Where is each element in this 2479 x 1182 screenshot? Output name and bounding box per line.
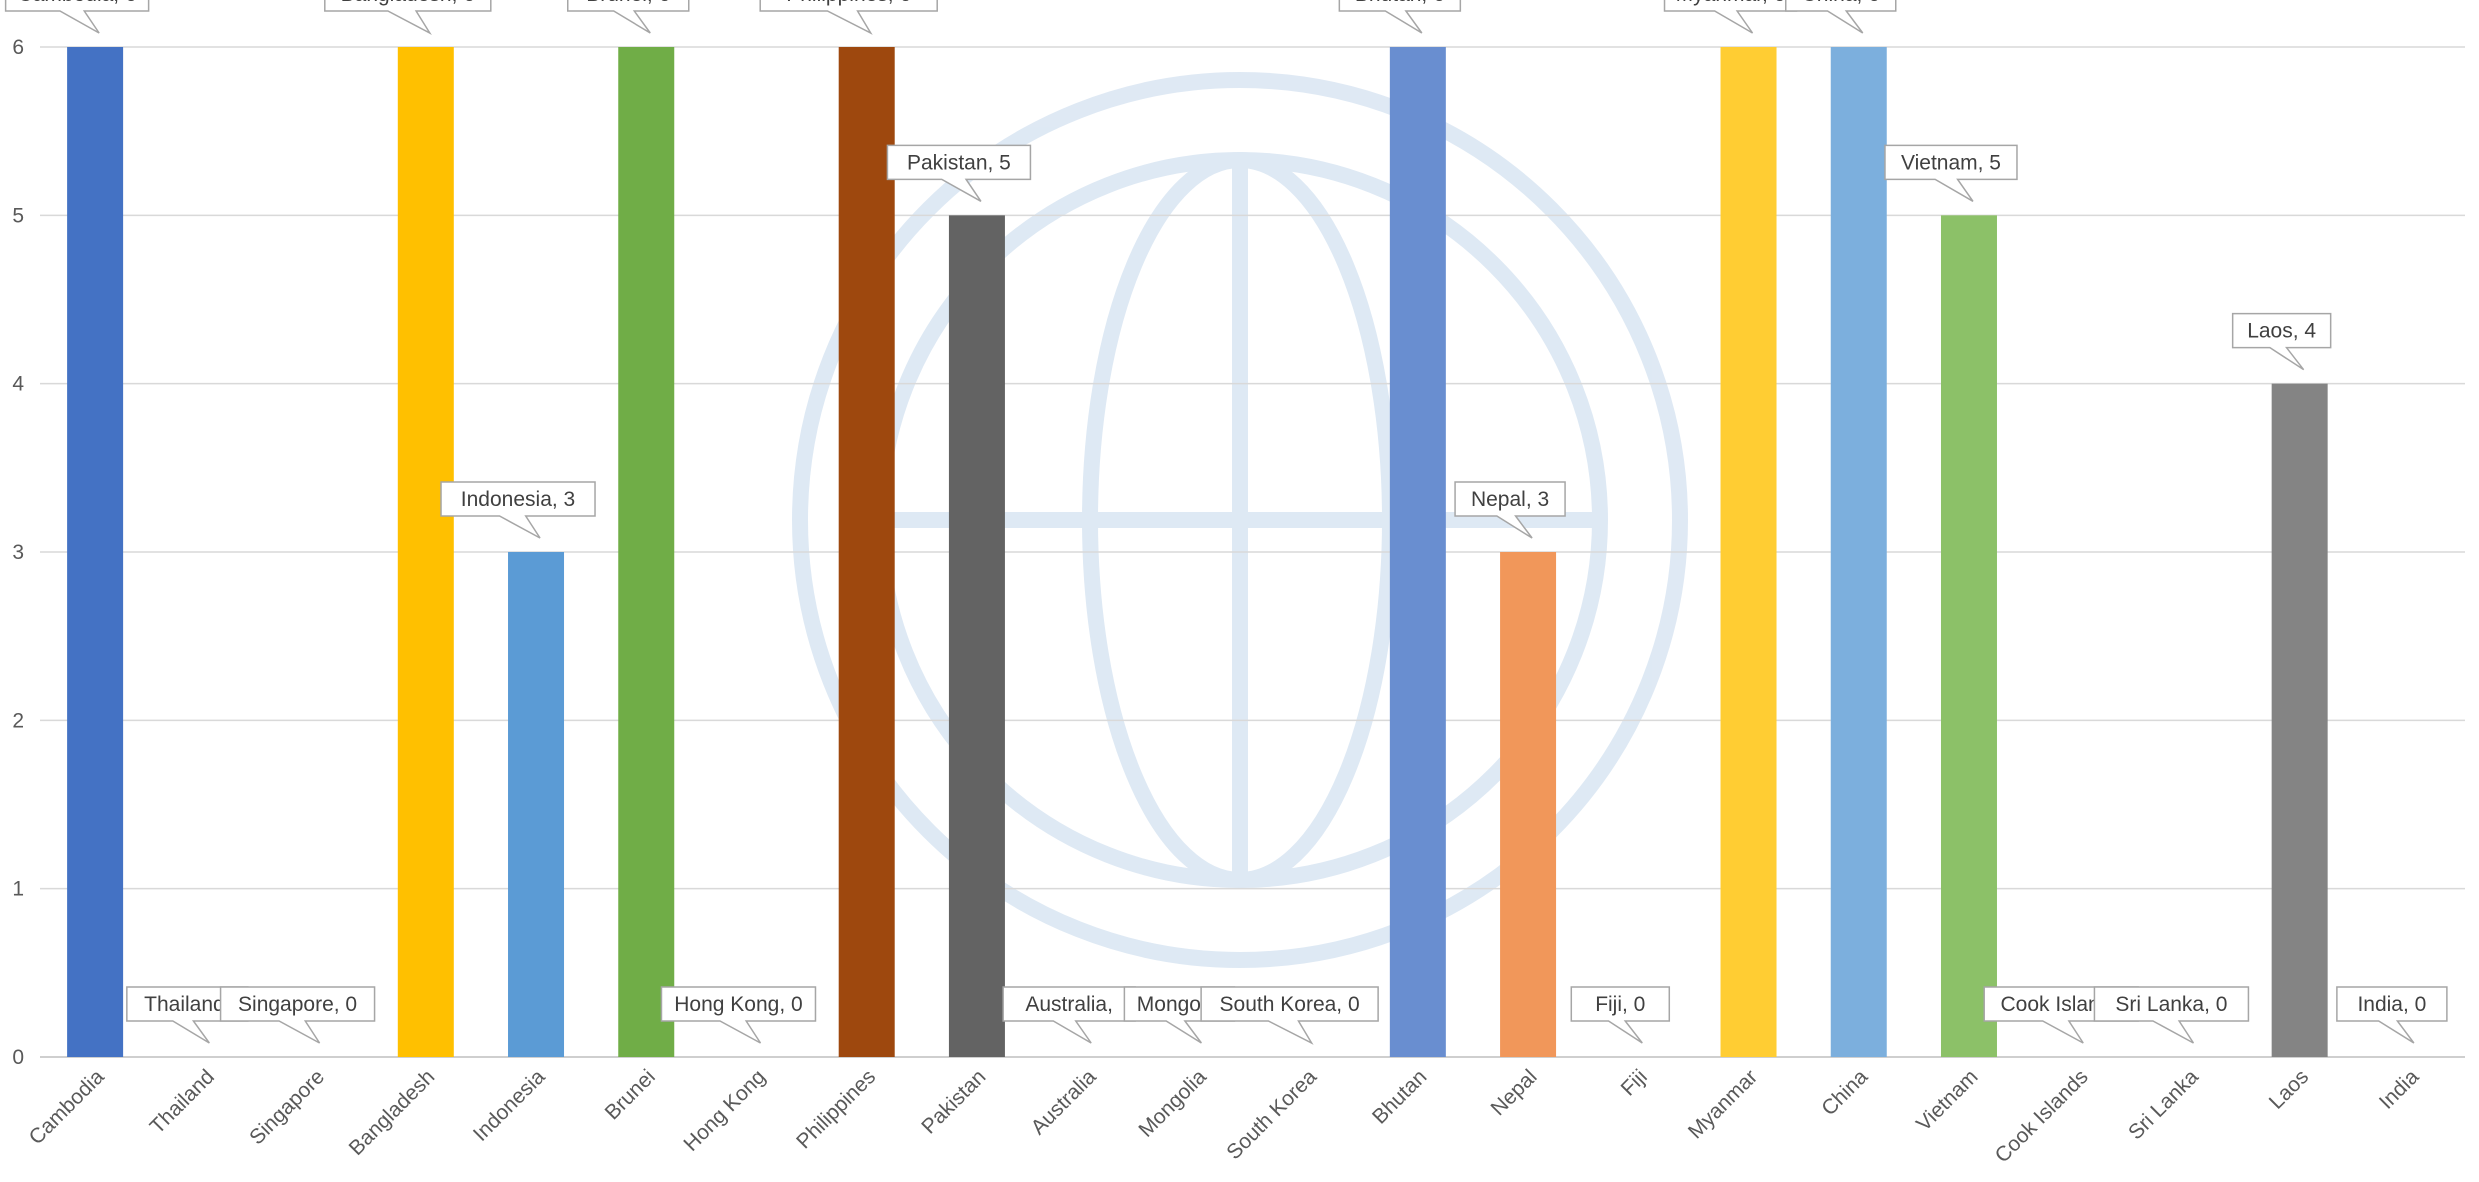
- data-label: Bangladesh, 6: [324, 0, 492, 35]
- data-label-text: India, 0: [2357, 993, 2426, 1016]
- data-label: Myanmar, 6: [1663, 0, 1798, 34]
- x-tick-label: Pakistan: [917, 1065, 990, 1138]
- x-axis: Cambodia Thailand Singapore Bangladesh Indon…: [25, 1065, 2424, 1167]
- data-label-text: Sri Lanka, 0: [2115, 993, 2227, 1016]
- data-label-text: Indonesia, 3: [461, 488, 575, 511]
- data-label: Cambodia, 6: [4, 0, 150, 34]
- data-label: Nepal, 3: [1454, 481, 1566, 539]
- data-label-text: Bangladesh, 6: [341, 0, 475, 6]
- x-tick-label: Fiji: [1617, 1065, 1652, 1100]
- data-label-text: Thailand,: [144, 993, 230, 1016]
- data-label-text: Nepal, 3: [1471, 488, 1549, 511]
- x-tick-label: Brunei: [601, 1065, 660, 1124]
- data-label: Fiji, 0: [1570, 986, 1671, 1044]
- data-label-text: Bhutan, 6: [1355, 0, 1445, 6]
- data-label-text: Fiji, 0: [1595, 993, 1645, 1016]
- x-tick-label: Nepal: [1487, 1065, 1542, 1120]
- data-label-text: Brunei, 6: [586, 0, 670, 6]
- x-tick-label: India: [2375, 1065, 2424, 1114]
- x-tick-label: Vietnam: [1912, 1065, 1982, 1135]
- bar: [948, 215, 1005, 1058]
- x-tick-label: Sri Lanka: [2124, 1065, 2203, 1144]
- x-tick-label: Mongolia: [1134, 1065, 1211, 1142]
- data-label-text: Vietnam, 5: [1901, 151, 2001, 174]
- data-label: Philippines, 6: [759, 0, 938, 35]
- x-tick-label: Hong Kong: [679, 1065, 770, 1156]
- bars: [67, 47, 2328, 1058]
- data-label: Indonesia, 3: [440, 481, 596, 539]
- data-label: South Korea, 0: [1200, 986, 1379, 1045]
- bar: [508, 552, 565, 1057]
- bar: [1940, 215, 1997, 1058]
- y-tick-label: 5: [12, 204, 24, 227]
- data-label-text: China, 6: [1802, 0, 1880, 6]
- x-tick-label: Thailand: [146, 1065, 219, 1138]
- data-label-text: Australia,: [1025, 993, 1113, 1016]
- data-label-text: Pakistan, 5: [907, 151, 1011, 174]
- bar: [397, 47, 454, 1057]
- x-tick-label: Singapore: [245, 1065, 329, 1149]
- y-tick-label: 6: [12, 36, 24, 59]
- x-tick-label: Cook Islands: [1991, 1065, 2093, 1167]
- bar: [1830, 47, 1887, 1057]
- bar: [67, 47, 124, 1057]
- x-tick-label: Philippines: [792, 1065, 880, 1153]
- x-tick-label: China: [1817, 1065, 1872, 1120]
- data-label: India, 0: [2336, 986, 2448, 1044]
- data-label-text: Hong Kong, 0: [674, 993, 802, 1016]
- x-tick-label: Australia: [1027, 1065, 1101, 1139]
- x-tick-label: Bangladesh: [345, 1065, 440, 1160]
- data-label-text: Cambodia, 6: [18, 0, 137, 6]
- data-label-text: Philippines, 6: [786, 0, 911, 6]
- data-label: Pakistan, 5: [886, 144, 1032, 202]
- x-tick-label: Laos: [2265, 1065, 2313, 1113]
- bar: [1389, 47, 1446, 1057]
- data-label: Laos, 4: [2231, 312, 2332, 371]
- bar: [1720, 47, 1777, 1057]
- data-label-text: South Korea, 0: [1220, 993, 1360, 1016]
- data-label: Vietnam, 5: [1884, 144, 2018, 202]
- data-label-text: Cook Islands: [2001, 993, 2122, 1016]
- data-label: Australia,: [1002, 986, 1136, 1044]
- data-label: Sri Lanka, 0: [2093, 986, 2250, 1044]
- x-tick-label: Bhutan: [1368, 1065, 1431, 1128]
- y-tick-label: 3: [12, 541, 24, 564]
- data-label-text: Myanmar, 6: [1676, 0, 1786, 6]
- data-label-text: Laos, 4: [2247, 320, 2316, 343]
- y-axis: 0 1 2 3 4 5 6: [12, 36, 24, 1069]
- bar: [618, 47, 675, 1057]
- y-tick-label: 2: [12, 709, 24, 732]
- data-label: Hong Kong, 0: [660, 986, 817, 1044]
- x-tick-label: South Korea: [1222, 1065, 1321, 1164]
- data-label: Bhutan, 6: [1338, 0, 1462, 34]
- data-label: Brunei, 6: [567, 0, 690, 34]
- bar: [2271, 383, 2328, 1058]
- bar: [1500, 552, 1557, 1057]
- y-tick-label: 1: [12, 878, 24, 901]
- data-label: Singapore, 0: [219, 986, 376, 1044]
- x-tick-label: Cambodia: [25, 1065, 109, 1149]
- data-label: China, 6: [1785, 0, 1897, 34]
- y-tick-label: 4: [12, 373, 24, 396]
- data-label-text: Singapore, 0: [238, 993, 357, 1016]
- y-tick-label: 0: [12, 1046, 24, 1069]
- bar: [838, 47, 895, 1057]
- x-tick-label: Indonesia: [469, 1065, 550, 1146]
- data-labels: Cambodia, 6 Thailand, Singapore, 0 Banglade…: [4, 0, 2448, 1045]
- x-tick-label: Myanmar: [1684, 1065, 1762, 1143]
